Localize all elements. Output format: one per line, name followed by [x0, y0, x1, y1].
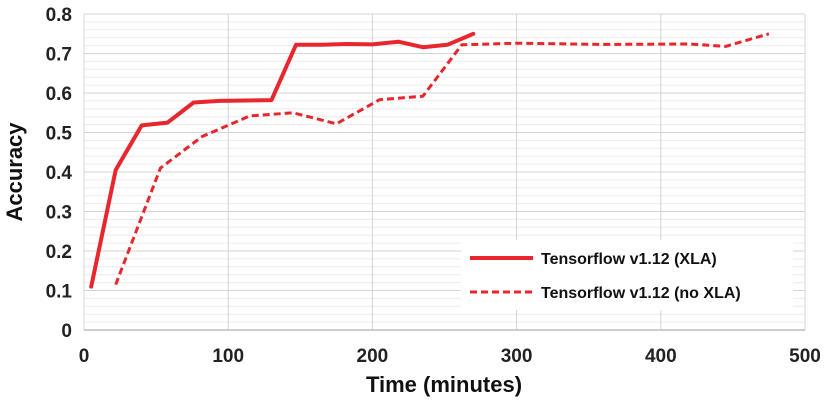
- x-tick-label: 0: [79, 346, 90, 367]
- y-tick-label: 0: [61, 321, 72, 342]
- grid-lines: [83, 13, 806, 330]
- legend-label-xla: Tensorflow v1.12 (XLA): [541, 251, 717, 268]
- tick-labels: 0 0.1 0.2 0.3 0.4 0.5 0.6 0.7 0.8 0 100 200 300 400 50…: [46, 5, 821, 367]
- series-lines: [89, 31, 770, 289]
- legend-box: [461, 240, 793, 310]
- y-tick-label: 0.6: [46, 84, 72, 105]
- series-line-xla: [89, 31, 476, 289]
- legend-label-no-xla: Tensorflow v1.12 (no XLA): [541, 285, 741, 302]
- x-tick-label: 200: [357, 346, 389, 367]
- y-tick-label: 0.8: [46, 5, 72, 26]
- x-tick-label: 500: [789, 346, 821, 367]
- y-tick-label: 0.1: [46, 282, 73, 303]
- x-tick-label: 400: [645, 346, 677, 367]
- y-axis-title: Accuracy: [2, 122, 27, 222]
- y-tick-label: 0.3: [46, 203, 72, 224]
- y-tick-label: 0.7: [46, 45, 72, 66]
- y-tick-label: 0.4: [46, 163, 73, 184]
- y-tick-label: 0.2: [46, 242, 72, 263]
- x-tick-label: 300: [501, 346, 533, 367]
- x-axis-title: Time (minutes): [366, 372, 522, 397]
- series-line-no-xla: [114, 32, 770, 286]
- x-tick-label: 100: [212, 346, 244, 367]
- legend: Tensorflow v1.12 (XLA) Tensorflow v1.12 …: [461, 240, 793, 310]
- y-tick-label: 0.5: [46, 124, 73, 145]
